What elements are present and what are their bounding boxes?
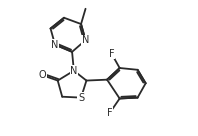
- Text: N: N: [70, 66, 78, 76]
- Text: O: O: [39, 70, 46, 80]
- Text: S: S: [78, 93, 84, 103]
- Text: F: F: [107, 108, 113, 118]
- Text: N: N: [51, 40, 59, 50]
- Text: F: F: [109, 49, 114, 59]
- Text: N: N: [82, 35, 89, 45]
